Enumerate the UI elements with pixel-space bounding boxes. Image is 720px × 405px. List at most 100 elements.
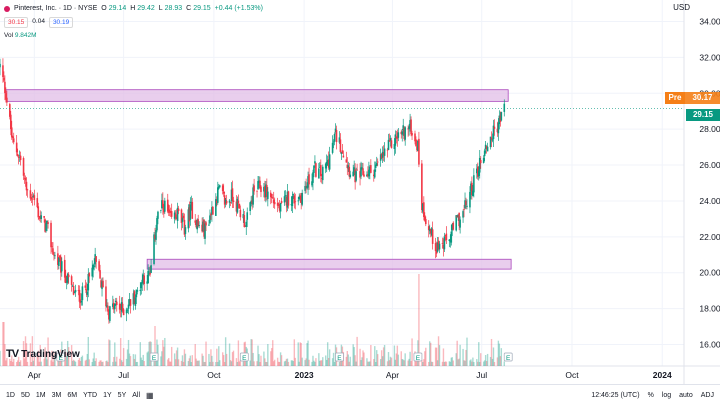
volume-bar [11,355,13,366]
candle-body [156,218,158,231]
candle-body [173,212,176,219]
range-1m[interactable]: 1M [35,391,46,399]
volume-bar [232,350,235,366]
candle-body [346,164,349,169]
volume-bar [74,361,77,366]
range-6m[interactable]: 6M [67,391,78,399]
currency-label[interactable]: USD [673,3,690,12]
candle-body [417,141,419,152]
candle-body [387,139,390,150]
range-ytd[interactable]: YTD [83,391,98,399]
volume-bar [23,358,26,366]
volume-bar [490,338,493,366]
volume-bar [360,360,362,366]
candle-body [361,167,363,170]
volume-bar [478,342,480,366]
symbol-title[interactable]: Pinterest, Inc. · 1D · NYSE [14,5,98,12]
volume-bar [483,360,486,366]
x-tick-label: 2023 [295,370,314,380]
volume-bar [484,355,487,366]
candle-body [164,200,166,212]
volume-bar [50,360,52,366]
candle-body [222,191,225,194]
candle-body [22,158,25,176]
candle-body [437,240,440,250]
volume-bar [300,342,302,366]
range-1y[interactable]: 1Y [103,391,112,399]
candle-body [438,243,441,250]
candle-body [245,221,248,227]
range-1d[interactable]: 1D [6,391,15,399]
candle-body [201,224,203,232]
y-tick-label: 20.00 [699,268,720,278]
candle-body [150,265,152,273]
candle-body [395,136,398,139]
candle-body [71,285,74,287]
candle-body [430,228,433,236]
candle-body [251,200,253,204]
tradingview-logo[interactable]: TV TradingView [6,348,80,360]
volume-bar [346,350,349,366]
candle-body [427,226,430,231]
volume-bar [283,361,286,366]
candle-body [30,197,33,200]
candle-body [312,172,314,183]
volume-bar [259,361,261,366]
volume-bar [298,361,300,366]
candle-body [121,303,124,311]
candle-body [141,279,144,284]
bid-price[interactable]: 30.15 [4,17,29,28]
ohlc-values: O 29.14 H 29.42 L 28.93 C 29.15 +0.44 (+1.53… [101,5,263,12]
candle-body [224,199,227,203]
auto-toggle[interactable]: auto [679,391,693,399]
volume-bar [187,361,190,366]
candle-body [308,174,310,185]
volume-bar [29,343,32,366]
calendar-icon[interactable]: ▦ [146,390,154,400]
candle-body [216,200,218,203]
volume-bar [58,358,60,366]
volume-bar [236,361,239,366]
range-5d[interactable]: 5D [20,391,30,399]
candle-body [169,211,172,213]
volume-bar [36,354,38,366]
candle-body [146,281,148,284]
ask-price[interactable]: 30.19 [48,17,74,28]
range-5y[interactable]: 5Y [117,391,127,399]
candle-body [17,156,20,158]
volume-bar [382,347,385,366]
volume-bar [313,360,315,366]
candle-body [43,216,45,218]
volume-bar [230,361,233,366]
adj-toggle[interactable]: ADJ [700,391,714,399]
volume-bar [327,357,330,366]
volume-bar [370,345,372,366]
clock-time[interactable]: 12:46:25 (UTC) [591,391,640,399]
candle-body [18,155,21,157]
candle-body [181,217,184,222]
earnings-marker-label: E [337,355,342,362]
volume-bar [30,361,33,366]
volume-bar [231,352,234,366]
candle-body [115,301,118,306]
candle-body [285,197,288,206]
range-3m[interactable]: 3M [51,391,62,399]
candle-body [347,165,350,169]
candle-body [195,222,198,228]
log-toggle[interactable]: log [661,391,672,399]
volume-bar [326,342,329,366]
candle-body [276,202,279,206]
volume-bar [65,351,67,366]
volume-bar [305,358,307,366]
candle-body [381,151,384,158]
percent-toggle[interactable]: % [647,391,654,399]
volume-bar [202,355,204,366]
range-all[interactable]: All [132,391,141,399]
candle-body [163,204,165,213]
candle-body [407,128,409,130]
volume-bar [407,360,409,366]
candle-body [283,196,286,203]
volume-bar [394,359,397,366]
volume-bar [249,360,251,366]
